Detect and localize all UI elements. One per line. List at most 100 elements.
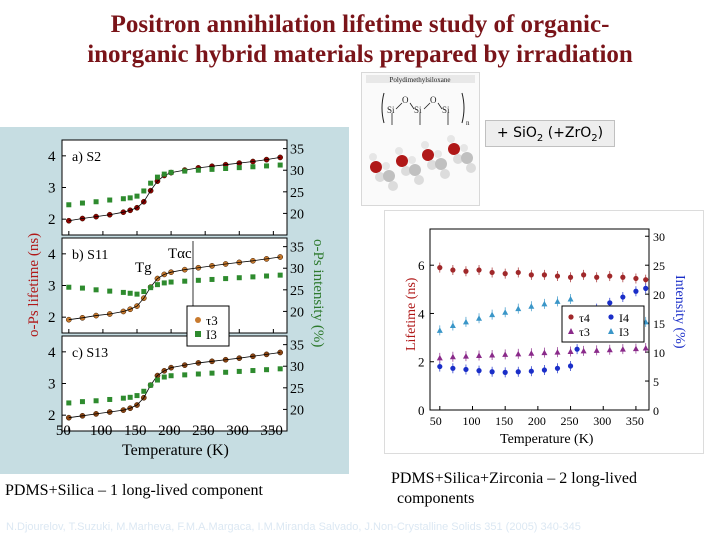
legend-marker-i3 bbox=[608, 328, 614, 334]
panel-label: b) S11 bbox=[72, 248, 108, 263]
slide-title: Positron annihilation lifetime study of … bbox=[0, 10, 720, 70]
molecule-atom bbox=[461, 152, 473, 164]
legend-marker-i3 bbox=[195, 331, 201, 337]
data-point-i3 bbox=[141, 289, 147, 295]
legend-label-tau3: τ3 bbox=[206, 313, 218, 328]
y2-tick-label: 30 bbox=[290, 164, 304, 179]
data-point-i3 bbox=[236, 165, 242, 171]
legend-label-i3: I3 bbox=[206, 327, 217, 342]
data-point-i3 bbox=[79, 200, 85, 206]
data-point-i3 bbox=[141, 388, 147, 394]
data-point-i3 bbox=[195, 277, 201, 283]
pdms-molecule-inset: Polydimethylsiloxane Si O Si O Si n bbox=[361, 72, 480, 206]
y2-tick-label: 10 bbox=[653, 346, 665, 360]
data-point-tau4 bbox=[554, 273, 561, 279]
plot-area bbox=[61, 139, 288, 236]
y2-tick-label: 5 bbox=[653, 375, 659, 389]
data-point-i3 bbox=[134, 393, 140, 399]
data-point-i4 bbox=[489, 369, 495, 375]
data-point-i3 bbox=[250, 274, 256, 280]
y2-tick-label: 20 bbox=[290, 207, 304, 222]
data-point-i3 bbox=[93, 199, 99, 205]
data-point-i3 bbox=[154, 377, 160, 383]
data-point-i3 bbox=[528, 350, 535, 356]
left-panel-2: 2 3 4 20 25 30 35 b) S11 bbox=[48, 237, 304, 334]
data-point-i3 bbox=[148, 285, 154, 291]
x-tick-label: 150 bbox=[495, 414, 513, 428]
molecule-atom bbox=[370, 161, 382, 173]
y-tick-label: 3 bbox=[48, 279, 56, 295]
molecule-atom bbox=[409, 164, 421, 176]
y-tick-label: 2 bbox=[418, 355, 425, 370]
legend-marker-tau3 bbox=[195, 317, 201, 323]
molecule-atom bbox=[369, 153, 377, 161]
legend-label-i3: I3 bbox=[619, 325, 629, 339]
x-tick-label: 50 bbox=[430, 414, 442, 428]
data-point-i3 bbox=[93, 287, 99, 293]
formula-n: n bbox=[466, 119, 470, 127]
data-point-tau3 bbox=[502, 309, 509, 315]
data-point-i3 bbox=[515, 350, 522, 357]
left-panel-3: 2 3 4 20 25 30 35 c) S13 bbox=[48, 335, 304, 432]
data-point-i3 bbox=[127, 290, 133, 296]
data-point-i4 bbox=[476, 368, 482, 374]
data-point-i3 bbox=[107, 396, 113, 402]
legend-marker-i4 bbox=[608, 314, 614, 320]
y2-tick-label: 25 bbox=[290, 382, 304, 397]
data-point-tau4 bbox=[594, 274, 600, 280]
fit-line bbox=[68, 352, 281, 419]
data-point-i3 bbox=[195, 167, 201, 173]
legend-box bbox=[561, 305, 645, 343]
data-point-tau3 bbox=[436, 327, 443, 333]
molecule-atom bbox=[427, 160, 437, 170]
y2-tick-label: 25 bbox=[653, 259, 665, 273]
molecule-atom bbox=[421, 141, 429, 149]
data-point-i3 bbox=[148, 382, 154, 388]
formula-o-1: O bbox=[402, 95, 409, 105]
y-tick-label: 3 bbox=[48, 181, 56, 197]
x-tick-label: 350 bbox=[260, 423, 283, 439]
y2-tick-label: 35 bbox=[290, 143, 304, 158]
data-point-i3 bbox=[277, 272, 283, 278]
data-point-i3 bbox=[127, 195, 133, 201]
formula-o-2: O bbox=[430, 95, 437, 105]
formula-si-1: Si bbox=[387, 105, 395, 115]
data-point-i3 bbox=[209, 370, 215, 376]
data-point-tau4 bbox=[643, 277, 649, 283]
data-point-i3 bbox=[436, 354, 443, 361]
chart-left-svg: 2 3 4 20 25 30 35 a) S2 2 3 4 20 25 30 35 b) S11 2 3 4 20 25… bbox=[26, 139, 326, 459]
data-point-i3 bbox=[642, 345, 649, 351]
data-point-i4 bbox=[574, 346, 580, 352]
formula-brackets bbox=[381, 92, 465, 124]
molecule-atom bbox=[440, 169, 450, 179]
data-point-i3 bbox=[182, 372, 188, 378]
caption-left: PDMS+Silica – 1 long-lived component bbox=[5, 482, 263, 499]
data-point-i3 bbox=[541, 349, 548, 356]
molecule-atom bbox=[408, 156, 416, 164]
data-point-tau3 bbox=[567, 295, 574, 302]
data-point-tau4 bbox=[515, 269, 521, 276]
x-axis-label: Temperature (K) bbox=[500, 432, 594, 447]
y2-tick-label: 30 bbox=[290, 360, 304, 375]
y2-tick-label: 30 bbox=[290, 262, 304, 277]
y-tick-label: 2 bbox=[48, 408, 56, 424]
data-point-i3 bbox=[502, 351, 509, 357]
data-point-i3 bbox=[223, 276, 229, 282]
data-point-i3 bbox=[168, 373, 174, 379]
molecule-atom bbox=[401, 166, 411, 176]
y2-tick-label: 35 bbox=[290, 339, 304, 354]
data-point-i3 bbox=[462, 353, 469, 359]
data-point-i3 bbox=[168, 169, 174, 175]
y-tick-label: 4 bbox=[418, 306, 425, 321]
data-point-i4 bbox=[607, 300, 613, 306]
molecule-atom bbox=[447, 135, 455, 143]
figure-pdms-silica: 2 3 4 20 25 30 35 a) S2 2 3 4 20 25 30 35 b) S11 2 3 4 20 25… bbox=[0, 127, 349, 474]
additive-sub-1: 2 bbox=[536, 132, 544, 144]
x-tick-label: 200 bbox=[158, 423, 181, 439]
x-tick-label: 300 bbox=[593, 414, 611, 428]
data-point-tau4 bbox=[541, 272, 548, 278]
data-point-i3 bbox=[66, 202, 72, 208]
data-point-i3 bbox=[120, 395, 126, 401]
additive-prefix: + SiO bbox=[496, 125, 537, 141]
